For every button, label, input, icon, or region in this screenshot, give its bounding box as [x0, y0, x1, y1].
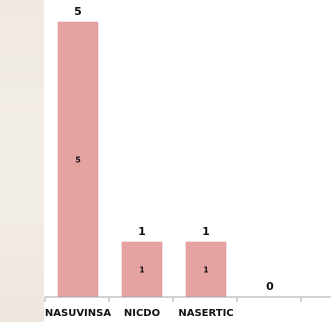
bars-layer	[57, 21, 227, 298]
bar-value-label: 0	[266, 280, 274, 293]
bar-nicdo	[121, 241, 163, 298]
bar-inside-label: 5	[75, 156, 81, 165]
bar-value-label: 1	[138, 225, 146, 238]
bar-inside-label: 1	[139, 266, 145, 275]
bar-value-label: 1	[202, 225, 210, 238]
labels-layer: 5 5 NASUVINSA 1 1 NICDO 1 1 NASERTIC 0	[45, 5, 274, 319]
axis-layer	[44, 296, 331, 302]
background-panel	[0, 0, 44, 322]
bar-nasertic	[185, 241, 227, 298]
category-label: NICDO	[124, 308, 160, 319]
bar-nasuvinsa	[57, 21, 99, 298]
bar-inside-label: 1	[203, 266, 209, 275]
bar-value-label: 5	[74, 5, 82, 18]
category-label: NASERTIC	[178, 308, 233, 319]
category-label: NASUVINSA	[45, 308, 111, 319]
